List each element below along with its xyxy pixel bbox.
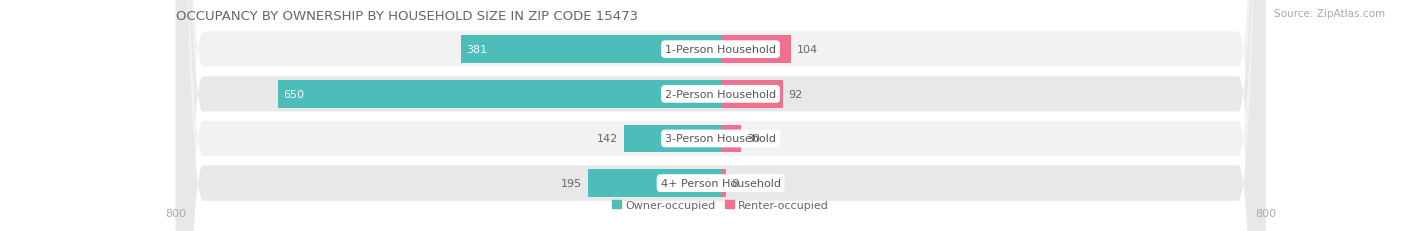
- Text: 4+ Person Household: 4+ Person Household: [661, 178, 780, 188]
- Bar: [588, 170, 721, 197]
- FancyBboxPatch shape: [176, 0, 1265, 231]
- Text: 650: 650: [284, 89, 304, 99]
- Text: 381: 381: [467, 45, 488, 55]
- Bar: [721, 36, 792, 64]
- Text: 142: 142: [598, 134, 619, 144]
- Text: 2-Person Household: 2-Person Household: [665, 89, 776, 99]
- FancyBboxPatch shape: [176, 0, 1265, 231]
- FancyBboxPatch shape: [176, 0, 1265, 231]
- Text: 3-Person Household: 3-Person Household: [665, 134, 776, 144]
- Text: Source: ZipAtlas.com: Source: ZipAtlas.com: [1274, 9, 1385, 19]
- Bar: [721, 170, 725, 197]
- Legend: Owner-occupied, Renter-occupied: Owner-occupied, Renter-occupied: [607, 195, 834, 214]
- Text: 8: 8: [731, 178, 738, 188]
- Text: 195: 195: [561, 178, 582, 188]
- Bar: [461, 36, 721, 64]
- Bar: [721, 125, 741, 153]
- Bar: [278, 81, 721, 108]
- Text: 1-Person Household: 1-Person Household: [665, 45, 776, 55]
- FancyBboxPatch shape: [176, 0, 1265, 231]
- Text: 30: 30: [747, 134, 761, 144]
- Text: OCCUPANCY BY OWNERSHIP BY HOUSEHOLD SIZE IN ZIP CODE 15473: OCCUPANCY BY OWNERSHIP BY HOUSEHOLD SIZE…: [176, 9, 638, 22]
- Text: 92: 92: [789, 89, 803, 99]
- Bar: [624, 125, 721, 153]
- Bar: [721, 81, 783, 108]
- Text: 104: 104: [797, 45, 818, 55]
